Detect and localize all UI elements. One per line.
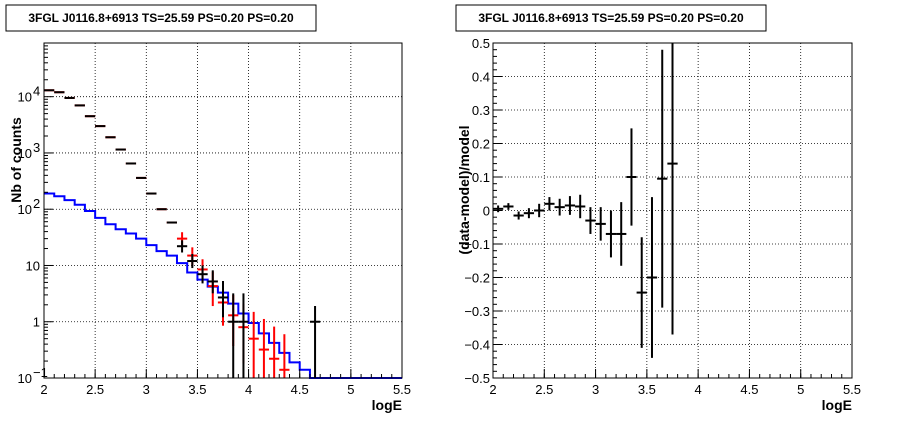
left-y-tick-label: 1 — [33, 315, 40, 330]
data-point — [238, 293, 249, 378]
model-point — [279, 334, 290, 378]
right-grid — [493, 43, 852, 378]
left-x-axis-label: logE — [372, 397, 402, 413]
left-y-tick-exponent: 4 — [33, 84, 40, 99]
residual-point — [646, 197, 658, 358]
left-y-tick-exponent: −1 — [33, 365, 48, 380]
right-residual-points — [493, 43, 678, 358]
residual-point — [575, 194, 586, 219]
left-x-tick-label: 5.5 — [393, 382, 411, 397]
right-y-tick-label: −0.4 — [464, 338, 490, 353]
data-point — [187, 253, 198, 269]
residual-point — [493, 205, 504, 213]
right-y-tick-label: −0.3 — [464, 304, 490, 319]
left-panel: 3FGL J0116.8+6913 TS=25.59 PS=0.20 PS=0.… — [5, 4, 411, 413]
right-x-tick-label: 5 — [797, 382, 804, 397]
left-y-tick-label: 10 — [18, 371, 32, 386]
left-y-tick-label: 10 — [18, 90, 32, 105]
left-data-points — [44, 89, 321, 378]
residual-point — [503, 203, 514, 210]
right-y-tick-label: −0.1 — [464, 237, 490, 252]
right-y-tick-label: 0 — [483, 204, 490, 219]
right-x-tick-label: 4 — [695, 382, 702, 397]
right-x-tick-label: 3.5 — [638, 382, 656, 397]
residual-point — [523, 208, 535, 219]
left-y-tick-label: 10 — [26, 258, 40, 273]
right-y-tick-label: 0.1 — [472, 170, 490, 185]
residual-point — [534, 203, 545, 218]
right-y-tick-label: 0.4 — [472, 70, 490, 85]
data-point — [176, 240, 188, 253]
left-y-tick-label: 10 — [18, 202, 32, 217]
right-ticks: 2 2.5 3 3.5 4 4.5 5 5.5 −0.5 −0.4 −0.3 −0.2 −0.1 0 0.1… — [464, 36, 861, 397]
left-y-axis-label: Nb of counts — [8, 117, 24, 203]
residual-point — [657, 49, 668, 308]
residual-point — [585, 207, 596, 234]
residual-point — [616, 202, 627, 266]
right-y-tick-label: 0.5 — [472, 36, 490, 51]
model-point — [248, 311, 259, 378]
left-y-tick-exponent: 3 — [33, 140, 40, 155]
left-x-tick-label: 4 — [245, 382, 252, 397]
left-x-tick-label: 4.5 — [291, 382, 309, 397]
left-title: 3FGL J0116.8+6913 TS=25.59 PS=0.20 PS=0.… — [28, 11, 294, 25]
left-title-box — [5, 4, 317, 32]
model-point — [258, 318, 270, 378]
left-x-tick-label: 3 — [143, 382, 150, 397]
residual-point — [544, 197, 555, 211]
right-x-tick-label: 5.5 — [843, 382, 861, 397]
model-point — [269, 326, 280, 378]
left-x-tick-label: 2 — [40, 382, 47, 397]
residual-point — [564, 196, 576, 215]
left-plot-frame — [43, 42, 403, 379]
right-x-tick-label: 3 — [592, 382, 599, 397]
left-model-points — [44, 89, 290, 378]
right-y-tick-label: −0.5 — [464, 371, 490, 386]
residual-point — [605, 210, 617, 258]
right-x-axis-label: logE — [822, 397, 852, 413]
right-y-axis-label: (data-model)/model — [456, 125, 472, 254]
right-x-tick-label: 2.5 — [535, 382, 553, 397]
left-grid — [44, 43, 402, 378]
right-panel: 3FGL J0116.8+6913 TS=25.59 PS=0.20 PS=0.… — [455, 4, 861, 413]
right-title: 3FGL J0116.8+6913 TS=25.59 PS=0.20 PS=0.… — [478, 11, 744, 25]
residual-point — [554, 198, 565, 216]
residual-point — [626, 128, 637, 226]
residual-point — [595, 207, 606, 241]
data-point — [217, 280, 229, 318]
left-y-tick-exponent: 2 — [33, 196, 40, 211]
left-y-tick-label: 10 — [18, 146, 32, 161]
right-y-tick-label: −0.2 — [464, 271, 490, 286]
right-x-tick-label: 2 — [489, 382, 496, 397]
left-x-tick-label: 5 — [347, 382, 354, 397]
residual-point — [667, 43, 678, 335]
data-point — [228, 293, 239, 378]
right-y-tick-label: 0.3 — [472, 103, 490, 118]
right-y-tick-label: 0.2 — [472, 137, 490, 152]
right-x-tick-label: 4.5 — [740, 382, 758, 397]
right-title-box — [455, 4, 767, 32]
left-x-tick-label: 2.5 — [86, 382, 104, 397]
residual-point — [513, 211, 524, 220]
data-point — [207, 270, 218, 294]
data-point — [197, 265, 208, 284]
residual-point — [636, 237, 647, 348]
left-x-tick-label: 3.5 — [188, 382, 206, 397]
data-point — [309, 306, 321, 378]
